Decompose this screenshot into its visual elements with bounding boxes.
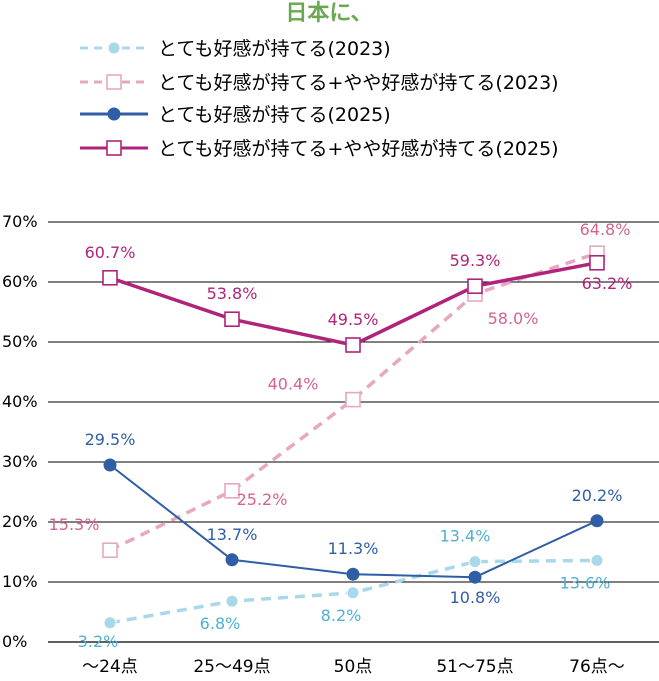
x-tick-label: 51～75点 (436, 657, 513, 677)
data-label: 10.8% (450, 588, 501, 607)
y-tick-label: 0% (2, 632, 27, 651)
data-label: 60.7% (85, 243, 136, 262)
chart-title: 日本に、 (285, 1, 372, 26)
legend-marker (106, 74, 122, 90)
data-label: 3.2% (78, 632, 119, 651)
data-label: 15.3% (49, 515, 100, 534)
data-point (103, 458, 117, 472)
data-label: 53.8% (207, 284, 258, 303)
x-tick-label: 25～49点 (193, 657, 270, 677)
gridlines (48, 221, 659, 643)
data-label: 25.2% (237, 490, 288, 509)
data-label: 6.8% (200, 614, 241, 633)
y-tick-label: 50% (2, 332, 38, 351)
data-label: 8.2% (321, 606, 362, 625)
data-label: 13.7% (207, 525, 258, 544)
data-point (590, 553, 604, 567)
data-label: 59.3% (450, 251, 501, 270)
data-label: 40.4% (268, 375, 319, 394)
data-label: 29.5% (85, 430, 136, 449)
data-label: 20.2% (572, 486, 623, 505)
data-point (467, 278, 483, 295)
legend: とても好感が持てる(2023) とても好感が持てる+やや好感が持てる(2023) と… (80, 38, 559, 160)
data-point (589, 255, 605, 271)
y-axis: 0% 10% 20% 30% 40% 50% 60% 70% (2, 212, 38, 651)
data-labels: 3.2% 6.8% 8.2% 13.4% 13.6% 15.3% 25.2% 40.4% 58.… (49, 220, 633, 651)
series-line (109, 251, 598, 552)
legend-marker (106, 140, 122, 156)
data-label: 13.4% (440, 527, 491, 546)
data-point (590, 514, 604, 528)
series-line (109, 261, 598, 347)
data-point (346, 567, 360, 581)
data-label: 13.6% (560, 573, 611, 592)
data-point (346, 586, 360, 600)
data-label: 49.5% (328, 310, 379, 329)
data-label: 58.0% (488, 309, 539, 328)
x-axis: ～24点 25～49点 50点 51～75点 76点～ (82, 657, 625, 677)
y-tick-label: 60% (2, 272, 38, 291)
x-tick-label: 76点～ (569, 657, 625, 677)
data-point (225, 553, 239, 567)
x-tick-label: 50点 (334, 657, 373, 677)
data-point (468, 555, 482, 569)
data-point (102, 542, 118, 559)
legend-entry: とても好感が持てる+やや好感が持てる(2023) (158, 72, 559, 94)
y-tick-label: 70% (2, 212, 38, 231)
legend-entry: とても好感が持てる(2023) (158, 38, 391, 60)
x-tick-label: ～24点 (82, 657, 138, 677)
y-tick-label: 40% (2, 392, 38, 411)
legend-entry: とても好感が持てる(2025) (158, 104, 391, 126)
data-point (225, 594, 239, 608)
data-point (345, 337, 361, 353)
y-tick-label: 30% (2, 452, 38, 471)
legend-marker (107, 107, 121, 121)
y-tick-label: 20% (2, 512, 38, 531)
data-point (468, 570, 482, 584)
legend-marker (107, 41, 121, 55)
data-point (102, 269, 118, 286)
data-label: 63.2% (582, 274, 633, 293)
data-point (345, 391, 361, 408)
y-tick-label: 10% (2, 572, 38, 591)
series-group (102, 245, 605, 630)
legend-entry: とても好感が持てる+やや好感が持てる(2025) (158, 138, 559, 160)
data-label: 64.8% (580, 220, 631, 239)
data-point (103, 616, 117, 630)
data-point (224, 482, 240, 499)
data-label: 11.3% (328, 539, 379, 558)
data-point (224, 311, 240, 328)
series-line (109, 464, 598, 579)
